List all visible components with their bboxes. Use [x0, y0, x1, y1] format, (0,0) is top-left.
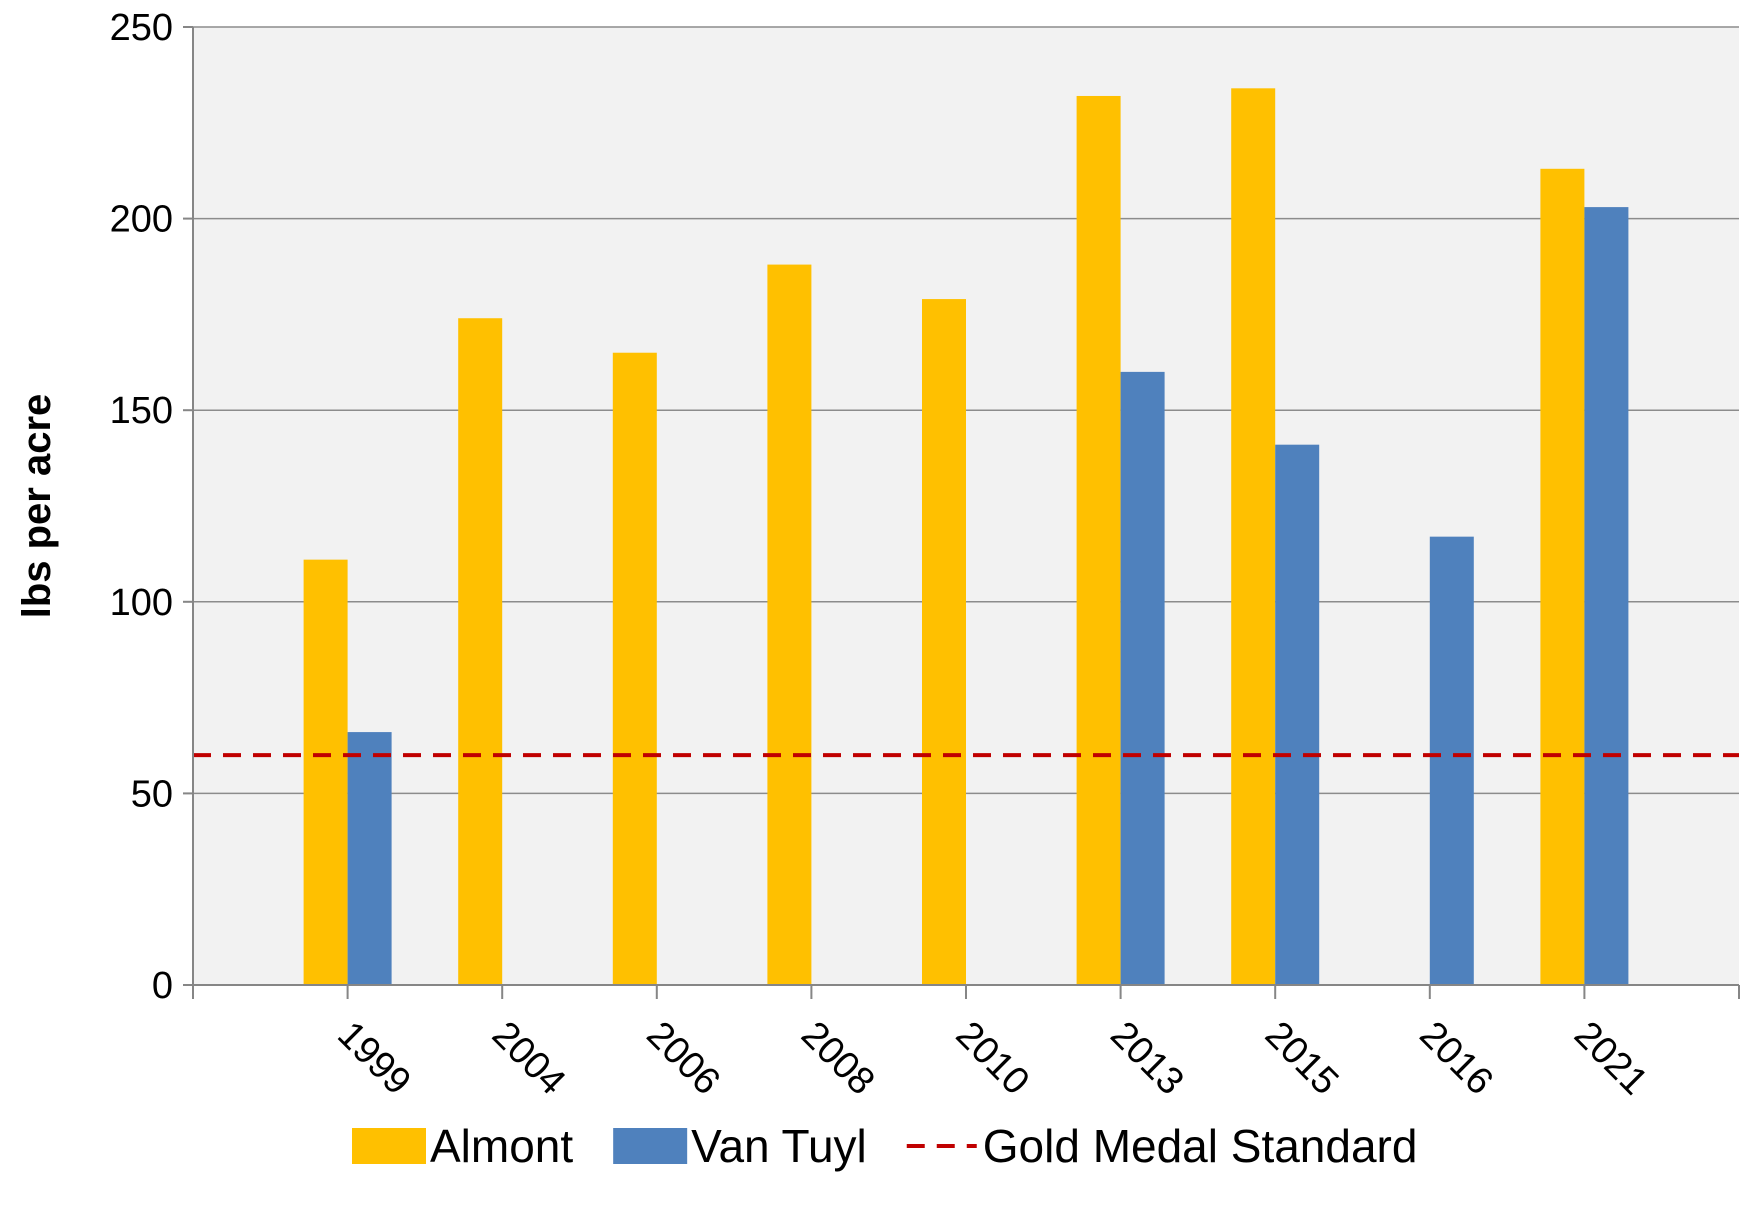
x-tick-label: 2010 — [948, 1014, 1037, 1103]
legend-label: Van Tuyl — [691, 1120, 867, 1172]
bar-almont-2006 — [612, 352, 657, 986]
x-tick-label: 2016 — [1411, 1014, 1500, 1103]
y-tick-label: 250 — [110, 7, 173, 49]
x-tick-label: 2004 — [484, 1014, 573, 1103]
bar-almont-2015 — [1231, 88, 1276, 985]
y-tick-label: 150 — [110, 390, 173, 432]
bar-almont-2004 — [458, 318, 503, 985]
y-tick-label: 0 — [152, 965, 173, 1007]
bar-van-tuyl-1999 — [347, 732, 392, 985]
x-tick-labels: 1999 2004 2006 2008 2010 2013 2015 2016 2021 — [329, 1014, 1655, 1103]
bars — [303, 88, 1629, 986]
bar-van-tuyl-2021 — [1584, 207, 1629, 985]
y-axis-title: lbs per acre — [15, 394, 59, 619]
bar-almont-2021 — [1540, 168, 1585, 985]
x-tick-label: 2013 — [1102, 1014, 1191, 1103]
y-tick-label: 200 — [110, 199, 173, 241]
legend-label: Gold Medal Standard — [983, 1120, 1418, 1172]
bar-van-tuyl-2016 — [1429, 536, 1474, 985]
bar-almont-2010 — [922, 299, 966, 985]
x-tick-label: 2021 — [1566, 1014, 1655, 1103]
bar-van-tuyl-2015 — [1275, 444, 1320, 985]
legend-swatch-almont — [352, 1128, 426, 1164]
axes — [183, 26, 1740, 999]
bar-almont-2013 — [1076, 95, 1121, 985]
legend-label: Almont — [430, 1120, 573, 1172]
bar-van-tuyl-2013 — [1120, 371, 1165, 985]
x-tick-label: 2015 — [1257, 1014, 1346, 1103]
x-tick-label: 1999 — [329, 1014, 418, 1103]
y-tick-labels: 0 50 100 150 200 250 — [110, 7, 173, 1007]
x-tick-label: 2006 — [638, 1014, 727, 1103]
y-tick-label: 100 — [110, 582, 173, 624]
legend-swatch-van-tuyl — [613, 1128, 688, 1164]
bar-almont-1999 — [303, 559, 348, 985]
y-tick-label: 50 — [131, 773, 173, 815]
bar-almont-2008 — [767, 264, 812, 986]
legend: Almont Van Tuyl Gold Medal Standard — [352, 1120, 1417, 1172]
x-tick-label: 2008 — [793, 1014, 882, 1103]
